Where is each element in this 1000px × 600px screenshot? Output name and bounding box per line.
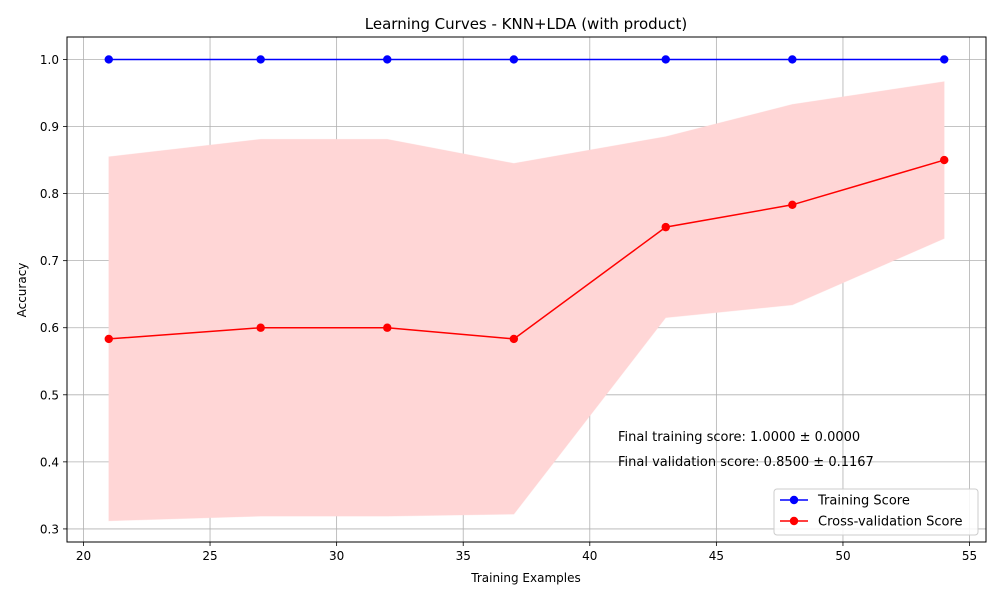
y-tick-label: 0.4 bbox=[40, 455, 59, 469]
x-tick-label: 35 bbox=[456, 549, 471, 563]
point-training bbox=[940, 55, 949, 64]
final-validation-score-annotation: Final validation score: 0.8500 ± 0.1167 bbox=[618, 455, 874, 470]
point-training bbox=[661, 55, 670, 64]
point-validation bbox=[661, 222, 670, 232]
point-validation bbox=[256, 323, 265, 332]
band-validation bbox=[108, 81, 945, 522]
point-training bbox=[788, 55, 797, 64]
point-validation bbox=[940, 155, 949, 165]
y-tick-label: 0.7 bbox=[40, 254, 59, 268]
x-axis-label: Training Examples bbox=[470, 571, 580, 585]
point-training bbox=[256, 55, 265, 64]
series-points bbox=[104, 55, 949, 344]
point-validation bbox=[788, 200, 797, 209]
point-training bbox=[104, 55, 113, 64]
point-validation bbox=[383, 323, 392, 332]
x-tick-label: 40 bbox=[582, 549, 597, 563]
confidence-bands bbox=[108, 59, 945, 522]
x-tick-label: 25 bbox=[202, 549, 217, 563]
chart-title: Learning Curves - KNN+LDA (with product) bbox=[365, 15, 687, 33]
legend-box bbox=[773, 488, 979, 536]
y-axis-label: Accuracy bbox=[15, 263, 29, 318]
point-validation bbox=[509, 334, 519, 344]
x-axis-ticks: 20 25 30 35 40 45 50 55 bbox=[76, 542, 977, 563]
legend-marker-training bbox=[789, 495, 799, 505]
y-tick-label: 0.8 bbox=[40, 187, 59, 201]
x-tick-label: 45 bbox=[709, 549, 724, 563]
x-tick-label: 50 bbox=[835, 549, 850, 563]
legend: Training Score Cross-validation Score bbox=[773, 488, 979, 536]
x-tick-label: 55 bbox=[962, 549, 977, 563]
y-axis-ticks: 0.3 0.4 0.5 0.6 0.7 0.8 0.9 1.0 bbox=[40, 53, 67, 536]
x-tick-label: 30 bbox=[329, 549, 344, 563]
y-tick-label: 0.5 bbox=[40, 388, 59, 402]
y-tick-label: 0.6 bbox=[40, 321, 59, 335]
final-training-score-annotation: Final training score: 1.0000 ± 0.0000 bbox=[618, 430, 860, 445]
point-training bbox=[509, 55, 519, 64]
legend-label-validation: Cross-validation Score bbox=[818, 515, 963, 530]
plot-frame bbox=[66, 36, 987, 543]
y-tick-label: 0.3 bbox=[40, 522, 59, 536]
x-tick-label: 20 bbox=[76, 549, 91, 563]
legend-marker-validation bbox=[789, 516, 799, 526]
point-training bbox=[383, 55, 392, 64]
y-tick-label: 1.0 bbox=[40, 53, 59, 67]
point-validation bbox=[104, 334, 113, 344]
legend-label-training: Training Score bbox=[817, 494, 910, 509]
y-tick-label: 0.9 bbox=[40, 120, 59, 134]
